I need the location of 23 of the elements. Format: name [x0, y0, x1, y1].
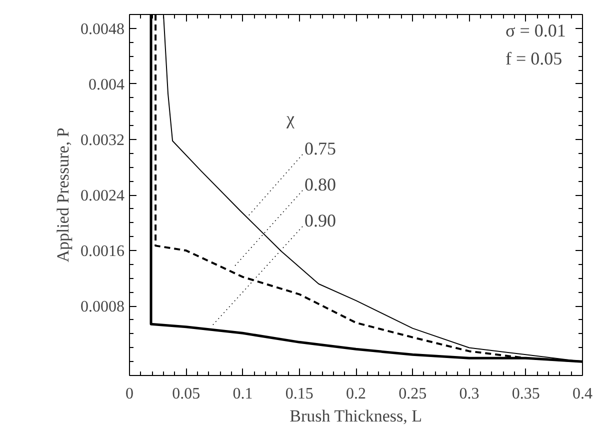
y-tick-label: 0.0048	[80, 20, 124, 38]
y-tick-label: 0.004	[88, 76, 124, 94]
y-tick-label: 0.0016	[80, 243, 124, 260]
y-tick-label: 0.0008	[80, 298, 124, 316]
y-tick-label: 0.0032	[80, 132, 124, 149]
x-tick-label: 0.15	[285, 386, 314, 402]
annotation: χ	[286, 108, 295, 128]
y-tick-label: 0.0024	[80, 188, 124, 204]
annotation: σ = 0.01	[506, 20, 566, 40]
x-tick-label: 0.2	[346, 386, 366, 402]
x-tick-label: 0.25	[398, 386, 427, 402]
x-tick-label: 0	[126, 386, 134, 402]
x-tick-label: 0.35	[512, 386, 540, 402]
x-tick-label: 0.05	[172, 386, 200, 402]
annotation: 0.80	[304, 174, 336, 194]
annotation: 0.75	[304, 138, 336, 158]
x-axis-title: Brush Thickness, L	[290, 406, 422, 426]
y-axis-title: Applied Pressure, P	[54, 128, 72, 262]
x-tick-label: 0.4	[572, 386, 592, 402]
x-tick-label: 0.1	[232, 386, 253, 402]
annotation: f = 0.05	[506, 48, 562, 68]
annotation: 0.90	[304, 210, 336, 230]
x-tick-label: 0.3	[459, 386, 480, 402]
